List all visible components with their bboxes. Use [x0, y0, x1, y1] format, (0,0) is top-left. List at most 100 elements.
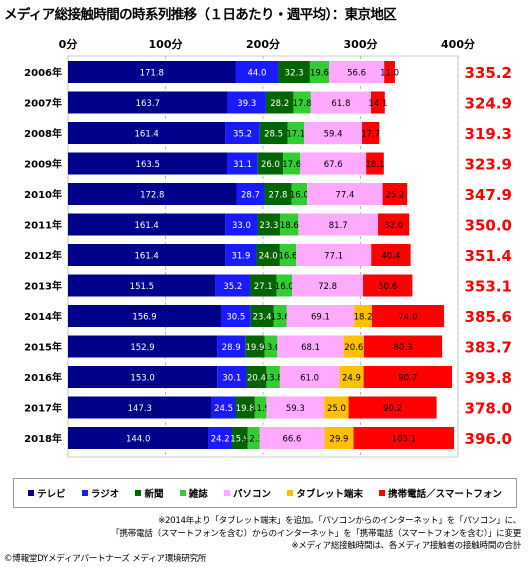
data-label: 30.1	[222, 374, 241, 384]
data-label: 15.9	[230, 435, 249, 445]
bar-segment	[227, 91, 266, 114]
data-label: 25.0	[327, 404, 346, 414]
data-label: 17.6	[282, 160, 301, 170]
total-label: 351.4	[465, 247, 512, 265]
data-label: 13.6	[271, 313, 290, 323]
bar-segment	[225, 213, 258, 236]
bar-segment	[217, 366, 247, 388]
bar-segment	[363, 366, 453, 388]
data-label: 23.3	[259, 221, 278, 231]
data-label: 27.1	[254, 282, 273, 292]
bar-segment	[371, 244, 411, 266]
bar-segment	[309, 61, 330, 83]
data-label: 61.0	[300, 374, 319, 384]
data-label: 17.7	[361, 130, 380, 140]
bar-segment	[310, 91, 372, 114]
bar-segment	[363, 335, 443, 358]
data-label: 156.9	[132, 313, 156, 323]
data-label: 20.4	[247, 374, 266, 384]
data-label: 24.9	[342, 374, 361, 384]
bar-segment	[378, 213, 410, 236]
bar-segment	[246, 366, 267, 388]
legend-item: ラジオ	[81, 486, 120, 500]
total-label: 393.8	[465, 369, 512, 387]
data-label: 161.4	[135, 252, 159, 262]
bar-segment	[68, 305, 221, 327]
data-label: 171.8	[140, 69, 164, 79]
data-label: 153.0	[130, 374, 154, 384]
data-label: 12.3	[244, 435, 263, 445]
y-category-label: 2008年	[24, 127, 62, 140]
data-label: 24.2	[211, 435, 230, 445]
footnotes: ※2014年より「タブレット端末」を追加。「パソコンからのインターネット」を「パ…	[21, 515, 521, 553]
legend-label: テレビ	[37, 489, 66, 500]
bar-segment	[250, 305, 274, 327]
bar-segment	[208, 427, 232, 449]
bar-segment	[324, 396, 349, 419]
data-label: 151.5	[130, 282, 154, 292]
data-label: 18.6	[280, 221, 299, 231]
bar-segment	[68, 122, 226, 144]
data-label: 77.1	[324, 252, 343, 262]
data-label: 161.4	[135, 130, 159, 140]
bar-segment	[292, 274, 364, 297]
y-category-label: 2017年	[24, 402, 62, 415]
y-category-label: 2012年	[24, 249, 62, 262]
x-tick-label: 200分	[246, 37, 280, 51]
data-label: 28.7	[241, 191, 260, 201]
data-label: 24.0	[259, 252, 278, 262]
bar-segment	[68, 152, 228, 175]
footnote-3: ※メディア総接触時間は、各メディア接触者の接触時間の合計	[291, 541, 521, 551]
bar-segment	[276, 274, 293, 297]
bar-segment	[256, 244, 280, 266]
bar-segment	[259, 122, 288, 144]
data-label: 26.0	[261, 160, 280, 170]
y-category-label: 2006年	[24, 66, 62, 79]
x-tick-label: 300分	[344, 37, 378, 51]
bar-segment	[362, 122, 380, 144]
bar-segment	[296, 244, 372, 266]
bar-segment	[68, 213, 226, 236]
bar-segment	[68, 183, 237, 205]
data-label: 44.0	[247, 69, 266, 79]
data-label: 103.1	[392, 435, 416, 445]
bar-segment	[68, 91, 228, 114]
data-label: 31.1	[233, 160, 252, 170]
bar-segment	[366, 152, 384, 175]
data-label: 13.8	[264, 374, 283, 384]
bar-segment	[279, 244, 297, 266]
bar-segment	[278, 61, 310, 83]
data-label: 19.9	[245, 343, 264, 353]
data-label: 72.8	[318, 282, 337, 292]
data-label: 19.6	[310, 69, 329, 79]
data-label: 16.0	[275, 282, 294, 292]
total-label: 350.0	[465, 217, 512, 235]
bar-segment	[353, 427, 455, 449]
bar-segment	[220, 305, 251, 327]
total-label: 385.6	[465, 308, 512, 326]
data-label: 69.1	[311, 313, 330, 323]
y-category-label: 2011年	[24, 219, 62, 232]
bar-segment	[225, 122, 260, 144]
bar-segment	[300, 152, 367, 175]
legend-swatch	[179, 490, 186, 496]
bar-segment	[225, 244, 257, 266]
bar-segment	[384, 61, 395, 83]
data-label: 28.9	[222, 343, 241, 353]
legend-item: パソコン	[224, 486, 271, 500]
data-label: 11.0	[380, 69, 399, 79]
legend-label: ラジオ	[90, 489, 120, 500]
bar-segment	[68, 366, 218, 388]
y-category-label: 2010年	[24, 188, 62, 201]
data-label: 27.8	[269, 191, 288, 201]
data-label: 18.2	[354, 313, 373, 323]
legend-label: 雑誌	[188, 489, 208, 500]
copyright: ©博報堂DYメディアパートナーズ メディア環境研究所	[4, 554, 207, 564]
bar-segment	[250, 274, 277, 297]
bar-segment	[266, 396, 325, 419]
bar-segment	[68, 427, 209, 449]
data-label: 40.4	[381, 252, 400, 262]
legend-item: テレビ	[28, 486, 66, 500]
legend-swatch	[81, 490, 88, 496]
bar-segment	[68, 274, 216, 297]
